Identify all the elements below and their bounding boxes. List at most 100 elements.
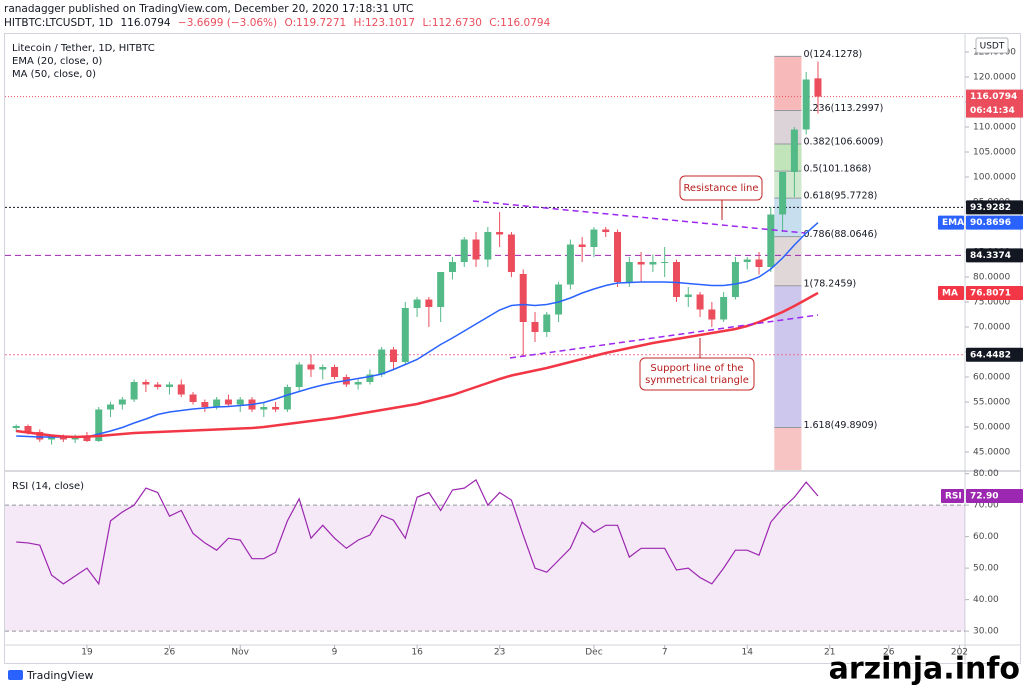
candle-body xyxy=(496,232,504,235)
last-price-box xyxy=(966,89,1023,118)
indicator-tag: EMA xyxy=(942,218,964,228)
callout-box xyxy=(679,175,763,201)
candle-body xyxy=(543,314,551,332)
candle-body xyxy=(165,384,173,387)
candle-body xyxy=(602,229,610,232)
rsi-value: 72.90 xyxy=(970,491,998,501)
countdown: 06:41:34 xyxy=(970,106,1015,116)
callout-box xyxy=(639,357,755,391)
candle-body xyxy=(260,407,268,410)
open: O:119.7271 xyxy=(284,17,346,29)
candle-body xyxy=(814,78,822,97)
candle-body xyxy=(767,214,775,267)
drawings-over: Resistance line Support line of the symm… xyxy=(472,175,819,391)
fib-zone xyxy=(774,285,802,428)
currency: USDT xyxy=(980,42,1005,52)
indicator-line xyxy=(16,291,819,439)
indicator-tag-box xyxy=(938,285,964,300)
resistance-trendline xyxy=(472,200,806,234)
high: H:123.1017 xyxy=(354,17,416,29)
fib-zone xyxy=(774,56,802,111)
candle-body xyxy=(531,322,539,332)
candle-body xyxy=(779,172,787,215)
candle-body xyxy=(672,262,680,297)
fib-label: 0.236(113.2997) xyxy=(803,103,883,114)
y-tick-label: 30.00 xyxy=(973,627,999,637)
indicator-value-box xyxy=(966,285,1023,300)
fib-label: 0.5(101.1868) xyxy=(803,164,871,175)
fib-label: 1.618(49.8909) xyxy=(803,420,877,431)
candle-body xyxy=(731,262,739,297)
candle-body xyxy=(661,262,669,263)
candle-body xyxy=(366,374,374,382)
rsi-value-box xyxy=(966,488,1023,503)
y-tick-label: 60.00 xyxy=(973,532,999,542)
indicator-line xyxy=(16,222,819,438)
rsi-band xyxy=(5,505,965,632)
fib-label: 1(78.2459) xyxy=(803,278,856,289)
candle-body xyxy=(637,262,645,265)
candle-body xyxy=(743,259,751,262)
x-tick-label: 26 xyxy=(164,648,176,658)
x-tick-label: 19 xyxy=(81,648,93,658)
x-tick-label: Dec xyxy=(585,648,602,658)
fib-label: 0.382(106.6009) xyxy=(803,136,883,147)
quote: 116.0794 xyxy=(120,17,170,29)
rsi-line xyxy=(16,479,819,586)
brand: TradingView xyxy=(8,669,93,682)
level-label-box xyxy=(966,248,1023,263)
candle-body xyxy=(802,79,810,130)
y-tick-label: 70.0000 xyxy=(973,323,1010,333)
candle-body xyxy=(437,272,445,307)
candle-body xyxy=(95,409,103,441)
candle-body xyxy=(36,432,44,440)
change: −3.6699 (−3.06%) xyxy=(178,17,277,29)
candle-body xyxy=(354,382,362,385)
watermark: arzinja.info xyxy=(829,652,1020,687)
fib-zone xyxy=(774,198,802,237)
candle-body xyxy=(519,274,527,322)
legend-entry: MA (50, close, 0) xyxy=(12,69,96,80)
candle-body xyxy=(378,349,386,375)
candle-body xyxy=(448,262,456,272)
candle-body xyxy=(755,259,763,267)
x-tick-label: 26 xyxy=(883,648,895,658)
fib-label: 0(124.1278) xyxy=(803,49,862,60)
candle-body xyxy=(24,426,32,432)
indicator-value: 76.8071 xyxy=(970,288,1011,298)
candle-body xyxy=(590,229,598,247)
candle-body xyxy=(142,382,150,385)
publisher: ranadagger published on TradingView.com,… xyxy=(4,3,413,15)
x-tick-label: 23 xyxy=(494,648,505,658)
y-tick-label: 50.0000 xyxy=(973,423,1010,433)
candle-body xyxy=(201,402,209,407)
rsi-tag: RSI xyxy=(945,491,962,501)
callout-text: Resistance line xyxy=(683,183,758,194)
candle-body xyxy=(555,284,563,315)
candle-body xyxy=(83,436,91,441)
candle-body xyxy=(319,367,327,370)
indicator-tag: MA xyxy=(942,288,958,298)
candle-body xyxy=(213,399,221,407)
symbol: HITBTC:LTCUSDT, 1D xyxy=(4,17,113,29)
indicator-value: 90.8696 xyxy=(970,218,1011,228)
candle-body xyxy=(107,404,115,410)
callout-text: symmetrical triangle xyxy=(645,375,749,386)
candle-body xyxy=(272,407,280,410)
x-tick-label: 16 xyxy=(411,648,423,658)
x-tick-label: 202 xyxy=(951,648,968,658)
candle-body xyxy=(283,387,291,410)
y-tick-label: 55.0000 xyxy=(973,398,1010,408)
candle-body xyxy=(413,299,421,308)
level-label: 64.4482 xyxy=(970,350,1011,360)
candle-body xyxy=(696,294,704,310)
fib-label: 0.786(88.0646) xyxy=(803,229,877,240)
quote-line: HITBTC:LTCUSDT, 1D 116.0794 −3.6699 (−3.… xyxy=(4,17,551,29)
candle-body xyxy=(684,294,692,297)
candle-body xyxy=(390,349,398,362)
x-tick-label: 7 xyxy=(662,648,668,658)
candles xyxy=(12,61,822,445)
rsi-title: RSI (14, close) xyxy=(12,481,84,492)
